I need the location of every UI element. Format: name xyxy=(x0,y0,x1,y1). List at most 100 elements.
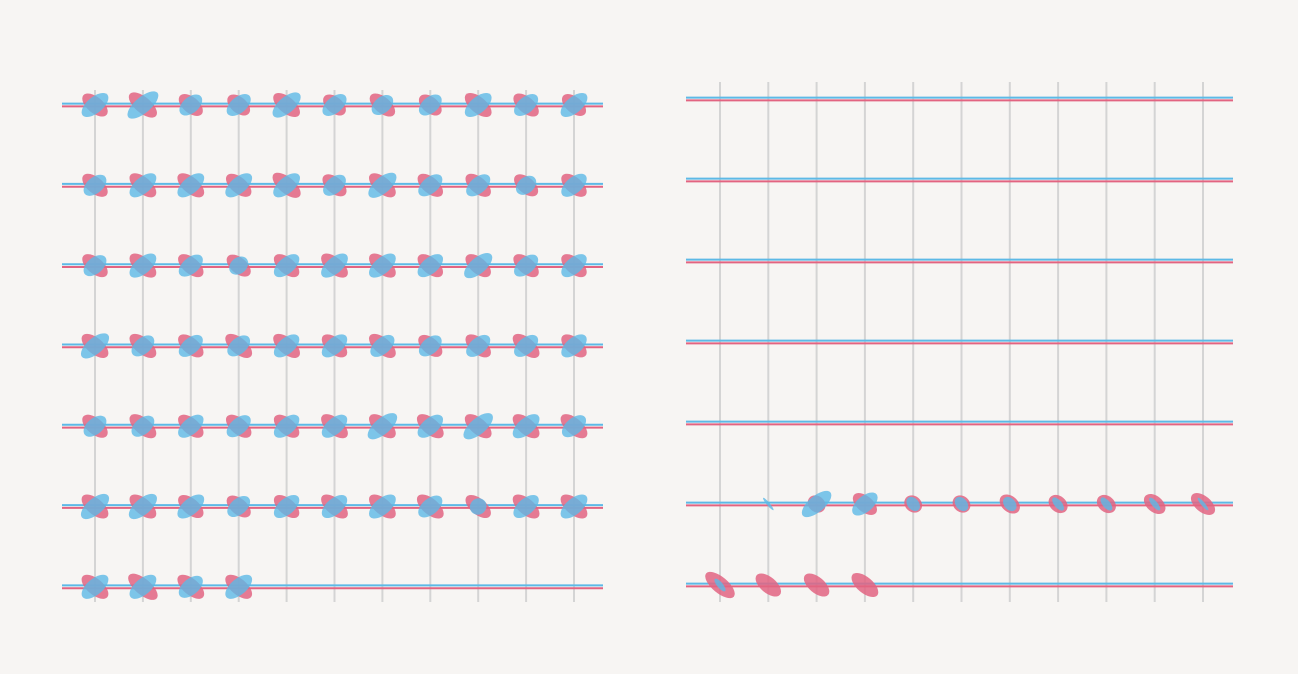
glyph xyxy=(177,574,205,599)
glyph xyxy=(561,334,587,358)
glyph xyxy=(322,174,347,197)
glyph-blue-ellipse xyxy=(1100,497,1113,511)
glyph-blue-ellipse xyxy=(80,333,110,359)
glyph-blue-ellipse xyxy=(466,174,491,197)
glyph-blue-ellipse xyxy=(463,413,493,440)
right-grid-lines xyxy=(719,82,1204,602)
glyph xyxy=(81,92,109,118)
glyph xyxy=(177,494,205,519)
glyph xyxy=(226,93,251,117)
glyph xyxy=(369,494,396,519)
glyph xyxy=(369,333,396,358)
glyph xyxy=(465,173,491,197)
glyph xyxy=(82,414,108,438)
glyph xyxy=(367,413,398,440)
glyph-blue-ellipse xyxy=(322,93,347,117)
glyph-blue-ellipse xyxy=(177,494,205,519)
glyph xyxy=(226,254,251,277)
glyph xyxy=(999,494,1020,514)
glyph xyxy=(560,92,588,118)
glyph xyxy=(321,494,348,519)
glyph-blue-ellipse xyxy=(80,493,110,520)
glyph-blue-ellipse xyxy=(273,173,300,198)
glyph-blue-ellipse xyxy=(954,496,969,512)
glyph xyxy=(755,573,782,597)
glyph xyxy=(464,92,492,118)
glyph-blue-ellipse xyxy=(272,92,301,118)
glyph-blue-ellipse xyxy=(906,496,920,512)
glyph xyxy=(513,93,539,117)
glyph-blue-ellipse xyxy=(514,254,539,277)
glyph xyxy=(803,573,830,597)
glyph xyxy=(129,253,157,278)
glyph xyxy=(851,572,879,598)
glyph xyxy=(852,492,878,516)
glyph xyxy=(225,414,252,438)
left-panel xyxy=(62,90,603,602)
glyph-blue-ellipse xyxy=(321,494,348,519)
glyph xyxy=(512,414,540,439)
glyph xyxy=(82,173,108,197)
glyph-blue-ellipse xyxy=(370,334,395,357)
glyph-blue-ellipse xyxy=(129,173,157,198)
glyph-blue-ellipse xyxy=(226,415,251,438)
glyph-blue-ellipse xyxy=(1197,497,1209,511)
glyph xyxy=(952,495,971,513)
glyph-blue-ellipse xyxy=(321,253,348,278)
glyph xyxy=(465,494,491,519)
right-panel xyxy=(649,0,1298,674)
glyph xyxy=(81,574,109,599)
glyph xyxy=(321,414,348,439)
glyph xyxy=(561,254,587,278)
glyph-blue-ellipse xyxy=(226,93,251,117)
glyph xyxy=(177,173,205,198)
glyph-blue-ellipse xyxy=(367,413,398,440)
glyph-blue-ellipse xyxy=(514,93,539,117)
glyph-blue-ellipse xyxy=(273,334,300,358)
glyph-blue-ellipse xyxy=(83,174,107,196)
glyph xyxy=(129,173,157,198)
glyph xyxy=(418,94,442,116)
glyph xyxy=(512,494,540,519)
left-glyphs xyxy=(80,91,588,600)
glyph xyxy=(178,414,204,438)
glyph-red-ellipse xyxy=(755,573,782,597)
glyph-blue-ellipse xyxy=(127,91,159,119)
glyph xyxy=(417,254,444,278)
glyph xyxy=(705,571,735,599)
glyph-blue-ellipse xyxy=(178,334,203,357)
glyph-blue-ellipse xyxy=(179,94,203,116)
glyph-blue-ellipse xyxy=(371,94,394,116)
glyph-blue-ellipse xyxy=(273,414,300,438)
glyph-blue-ellipse xyxy=(418,335,442,357)
glyph-blue-ellipse xyxy=(128,493,157,520)
glyph-blue-ellipse xyxy=(129,253,157,278)
glyph xyxy=(272,172,301,198)
glyph xyxy=(273,333,300,358)
glyph xyxy=(465,334,491,358)
glyph xyxy=(763,497,774,511)
glyph-blue-ellipse xyxy=(83,255,107,277)
glyph xyxy=(416,494,444,519)
glyph xyxy=(417,173,444,197)
glyph-blue-ellipse xyxy=(229,256,249,275)
glyph xyxy=(226,495,251,518)
glyph xyxy=(273,494,300,519)
glyph-blue-ellipse xyxy=(81,574,109,599)
glyph xyxy=(321,334,348,358)
glyph xyxy=(369,93,396,117)
right-panel-canvas xyxy=(686,82,1233,602)
glyph-blue-ellipse xyxy=(418,94,442,116)
glyph-blue-ellipse xyxy=(469,498,487,515)
glyph-blue-ellipse xyxy=(763,497,774,511)
glyph-blue-ellipse xyxy=(225,574,253,599)
glyph xyxy=(225,333,253,358)
glyph-blue-ellipse xyxy=(177,173,205,198)
glyph xyxy=(178,334,204,358)
glyph-blue-ellipse xyxy=(560,494,588,519)
glyph xyxy=(225,173,253,198)
glyph xyxy=(1190,492,1216,516)
glyph-blue-ellipse xyxy=(466,334,491,357)
glyph xyxy=(368,172,397,198)
glyph-blue-ellipse xyxy=(561,254,587,278)
